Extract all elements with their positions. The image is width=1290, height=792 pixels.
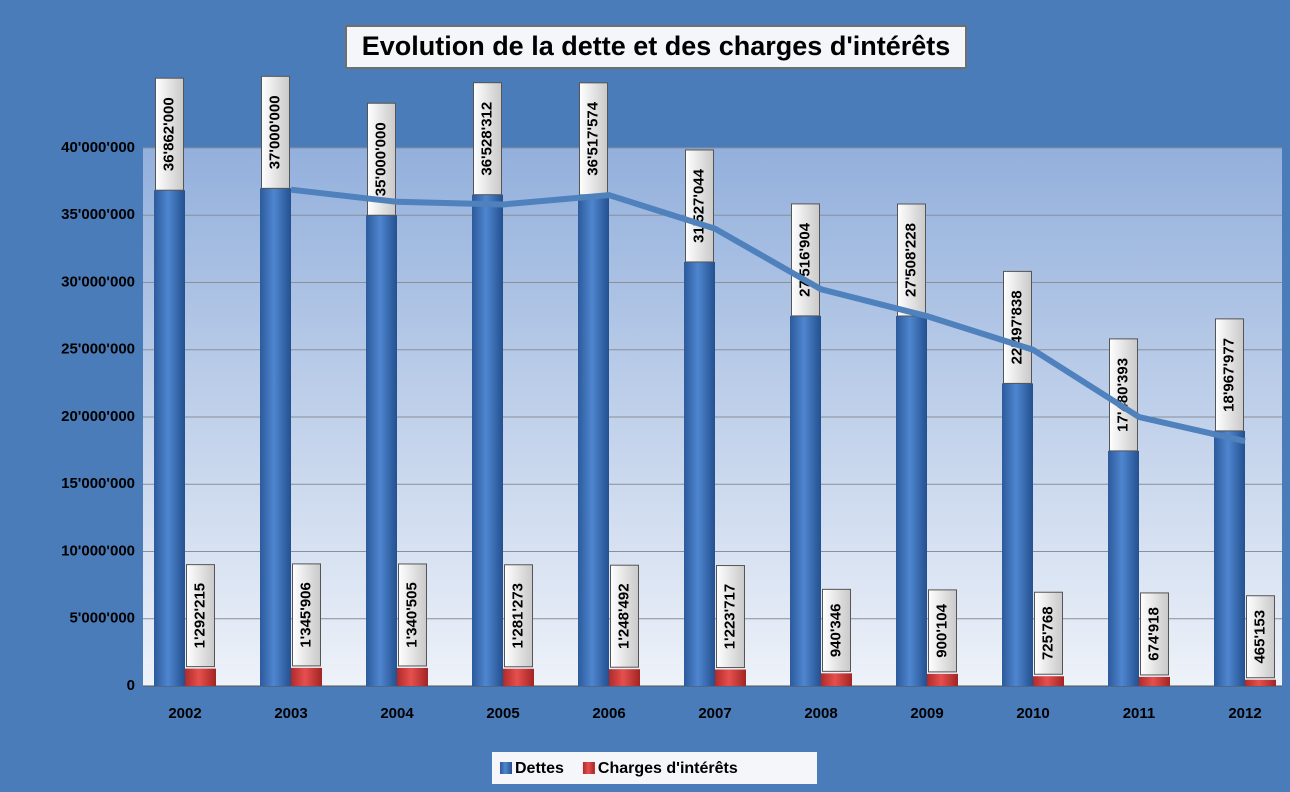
x-tick-label: 2005 [486, 705, 519, 722]
data-label-box [1034, 591, 1063, 675]
data-label: 31'527'044 [690, 168, 707, 243]
data-label: 35'000'000 [372, 122, 389, 196]
bar [609, 669, 640, 686]
y-tick-label: 35'000'000 [61, 206, 135, 223]
bar [790, 315, 821, 686]
data-label: 1'223'717 [721, 584, 738, 650]
bar [397, 667, 428, 686]
x-tick-label: 2011 [1123, 705, 1156, 722]
data-label: 465'153 [1251, 610, 1268, 664]
data-label: 27'508'228 [902, 223, 919, 297]
data-label: 36'517'574 [584, 101, 601, 176]
x-tick-label: 2004 [380, 705, 414, 722]
data-label: 1'248'492 [615, 583, 632, 649]
data-label: 1'292'215 [191, 583, 208, 649]
data-label: 674'918 [1145, 607, 1162, 661]
data-label-box [822, 588, 851, 672]
y-tick-label: 5'000'000 [69, 610, 135, 627]
x-tick-label: 2007 [698, 705, 731, 722]
data-label: 900'104 [933, 603, 950, 657]
bar [260, 188, 291, 686]
data-label-box [186, 564, 215, 668]
data-label-box [716, 565, 745, 669]
bar [185, 668, 216, 686]
data-label-box [897, 203, 926, 317]
data-label-box [398, 563, 427, 667]
y-tick-label: 40'000'000 [61, 139, 135, 156]
data-label: 18'967'977 [1220, 338, 1237, 412]
data-label: 36'528'312 [478, 102, 495, 176]
bar [1245, 679, 1276, 686]
trend-line [290, 186, 1246, 445]
bar [1002, 383, 1033, 686]
bar [472, 194, 503, 686]
legend-swatch [582, 762, 595, 774]
bar [896, 316, 927, 686]
y-tick-label: 25'000'000 [61, 341, 135, 358]
bar [1139, 676, 1170, 686]
y-tick-label: 10'000'000 [61, 542, 135, 559]
data-label: 1'345'906 [297, 582, 314, 648]
data-label: 940'346 [827, 604, 844, 658]
x-tick-label: 2003 [274, 705, 307, 722]
chart-title: Evolution de la dette et des charges d'i… [362, 31, 951, 61]
data-label-box [292, 563, 321, 667]
bar [154, 190, 185, 686]
x-tick-label: 2006 [592, 705, 625, 722]
title-box [345, 25, 967, 69]
y-tick-label: 0 [127, 677, 135, 694]
data-label-box [1215, 318, 1244, 432]
bar [1108, 450, 1139, 686]
bar [503, 668, 534, 686]
y-tick-label: 15'000'000 [61, 475, 135, 492]
y-tick-label: 20'000'000 [61, 408, 135, 425]
data-label: 1'281'273 [509, 583, 526, 649]
legend-box [492, 752, 817, 784]
data-label-box [610, 564, 639, 668]
bar [821, 673, 852, 686]
data-label-box [791, 203, 820, 317]
legend-label: Dettes [515, 760, 564, 777]
data-label-box [473, 82, 502, 196]
data-label-box [1246, 595, 1275, 679]
bar [715, 669, 746, 686]
data-label: 17'480'393 [1114, 358, 1131, 432]
data-label-box [1109, 338, 1138, 452]
x-tick-label: 2010 [1016, 705, 1049, 722]
data-label-box [928, 589, 957, 673]
data-label: 1'340'505 [403, 582, 420, 648]
x-tick-label: 2012 [1228, 705, 1261, 722]
data-label-box [155, 77, 184, 191]
data-label: 37'000'000 [266, 95, 283, 169]
x-tick-label: 2008 [804, 705, 837, 722]
data-label-box [504, 564, 533, 668]
legend-label: Charges d'intérêts [598, 760, 738, 777]
bar [578, 194, 609, 686]
data-label: 36'862'000 [160, 97, 177, 171]
bar [927, 673, 958, 686]
data-label-box [685, 149, 714, 263]
x-tick-label: 2002 [168, 705, 201, 722]
x-tick-label: 2009 [910, 705, 943, 722]
data-label-box [1140, 592, 1169, 676]
bar [1214, 430, 1245, 686]
data-label: 22'497'838 [1008, 290, 1025, 364]
bar [1033, 676, 1064, 686]
legend-swatch [500, 762, 512, 774]
data-label: 725'768 [1039, 606, 1056, 660]
bar [291, 667, 322, 686]
data-label-box [1003, 270, 1032, 384]
bar [366, 215, 397, 686]
data-label-box [261, 75, 290, 189]
y-tick-label: 30'000'000 [61, 273, 135, 290]
bar [684, 261, 715, 686]
